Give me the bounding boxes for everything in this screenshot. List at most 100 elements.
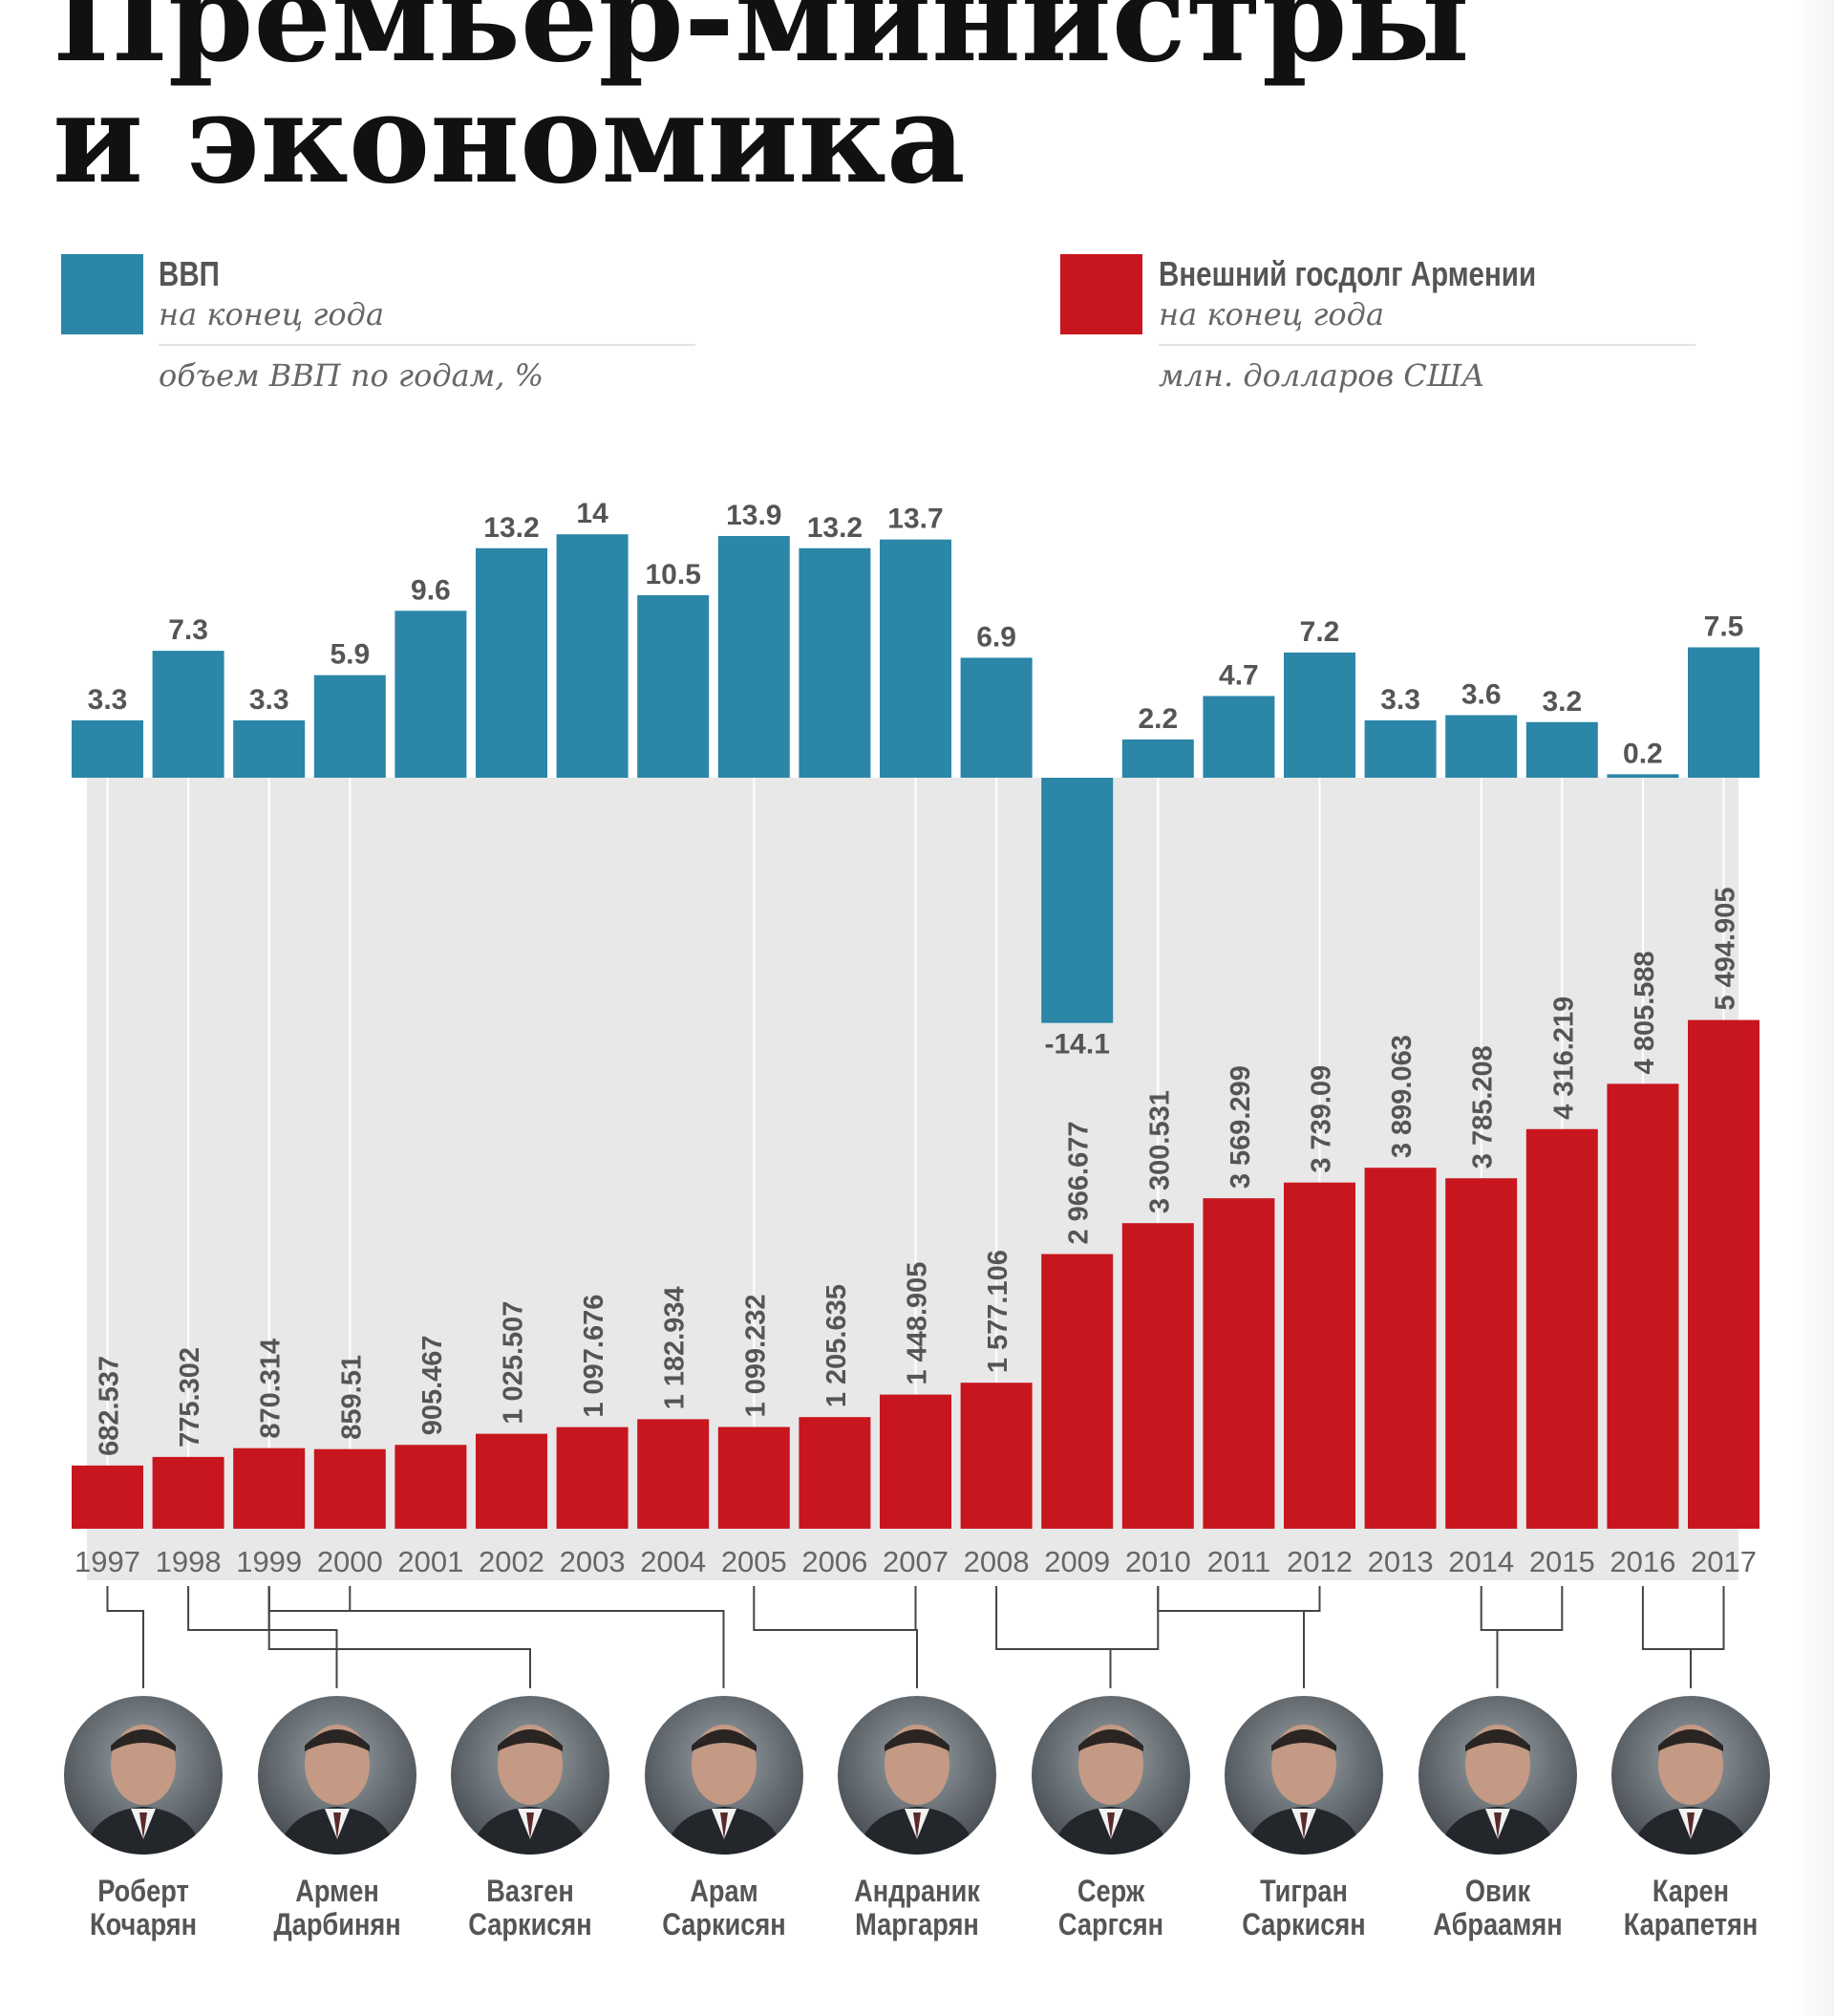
prime-minister-last-name: Маргарян xyxy=(855,1907,979,1941)
prime-minister-first-name: Роберт xyxy=(97,1874,189,1908)
year-tick-label: 2006 xyxy=(801,1545,867,1578)
prime-minister-portrait xyxy=(1611,1696,1770,1855)
prime-minister-portrait xyxy=(64,1696,223,1855)
debt-value-label: 859.51 xyxy=(336,1355,367,1440)
year-tick-label: 1998 xyxy=(156,1545,222,1578)
prime-minister-name: Роберт Кочарян xyxy=(62,1875,224,1941)
year-tick-label: 2017 xyxy=(1691,1545,1757,1578)
prime-minister-name: Карен Карапетян xyxy=(1610,1875,1772,1941)
year-tick-label: 2002 xyxy=(479,1545,544,1578)
gdp-value-label: 7.2 xyxy=(1300,616,1340,648)
debt-value-label: 3 899.063 xyxy=(1387,1035,1418,1158)
prime-minister-portrait xyxy=(644,1696,803,1855)
year-tick-label: 2016 xyxy=(1610,1545,1675,1578)
prime-minister-name: Андраник Маргарян xyxy=(836,1875,998,1941)
year-tick-label: 2011 xyxy=(1207,1545,1271,1578)
debt-bar xyxy=(1364,1168,1437,1529)
debt-bar xyxy=(476,1433,547,1529)
debt-value-label: 1 448.905 xyxy=(903,1262,933,1385)
prime-minister-name: Овик Абраамян xyxy=(1417,1875,1579,1941)
debt-bar xyxy=(1688,1019,1759,1529)
year-tick-label: 2015 xyxy=(1529,1545,1595,1578)
debt-bar xyxy=(637,1419,710,1529)
debt-bar xyxy=(1203,1198,1275,1529)
portrait-silhouette-icon xyxy=(838,1696,996,1855)
debt-bar xyxy=(960,1383,1033,1529)
debt-value-label: 870.314 xyxy=(256,1339,287,1439)
prime-minister-portrait xyxy=(1418,1696,1577,1855)
gdp-bar xyxy=(1607,774,1679,778)
prime-minister-first-name: Армен xyxy=(294,1874,379,1908)
gdp-bar xyxy=(1041,778,1114,1023)
gdp-value-label: 3.3 xyxy=(1380,684,1420,716)
debt-bar xyxy=(1607,1083,1679,1529)
prime-minister-name: Армен Дарбинян xyxy=(256,1875,418,1941)
legend-gdp-unit: объем ВВП по годам, % xyxy=(159,357,544,394)
debt-value-label: 775.302 xyxy=(175,1347,205,1448)
term-connector xyxy=(267,1586,531,1688)
debt-bar xyxy=(1284,1182,1355,1529)
gdp-bar xyxy=(637,594,710,778)
debt-bar xyxy=(799,1417,871,1529)
prime-minister-last-name: Саркисян xyxy=(661,1907,786,1941)
gdp-bar xyxy=(1121,739,1194,778)
debt-bar xyxy=(1525,1128,1598,1529)
term-connector xyxy=(995,1586,1160,1688)
gdp-value-label: -14.1 xyxy=(1045,1029,1110,1061)
gdp-bar xyxy=(960,657,1033,778)
debt-value-label: 1 182.934 xyxy=(660,1286,691,1409)
gdp-value-label: 13.7 xyxy=(887,504,943,535)
debt-value-label: 5 494.905 xyxy=(1711,888,1741,1011)
gdp-bar xyxy=(476,547,547,778)
gdp-bar xyxy=(313,675,386,778)
gdp-value-label: 7.5 xyxy=(1704,611,1744,643)
debt-value-label: 3 300.531 xyxy=(1144,1090,1175,1213)
debt-bar xyxy=(1121,1223,1194,1529)
legend-debt-label: Внешний госдолг Армении xyxy=(1159,254,1537,293)
debt-bar xyxy=(717,1426,790,1529)
gdp-value-label: 3.6 xyxy=(1461,678,1502,710)
gdp-value-label: 3.3 xyxy=(88,684,128,716)
prime-minister-first-name: Андраник xyxy=(854,1874,980,1908)
year-tick-label: 2010 xyxy=(1125,1545,1191,1578)
year-tick-label: 2009 xyxy=(1044,1545,1110,1578)
term-connector xyxy=(1480,1586,1564,1688)
prime-minister-last-name: Саргсян xyxy=(1057,1907,1163,1941)
term-connector xyxy=(753,1586,918,1688)
gdp-value-label: 5.9 xyxy=(330,639,370,671)
gdp-bar xyxy=(1203,696,1275,778)
prime-minister-last-name: Карапетян xyxy=(1623,1907,1759,1941)
year-tick-label: 2012 xyxy=(1287,1545,1353,1578)
prime-minister-first-name: Арам xyxy=(689,1874,758,1908)
legend-debt-swatch xyxy=(1060,254,1142,334)
gdp-value-label: 3.3 xyxy=(249,684,289,716)
debt-value-label: 1 099.232 xyxy=(740,1294,771,1417)
debt-value-label: 905.467 xyxy=(417,1335,448,1435)
debt-bar xyxy=(152,1456,224,1529)
prime-minister-portrait xyxy=(838,1696,996,1855)
prime-minister-name: Серж Саргсян xyxy=(1030,1875,1192,1941)
legend-debt-divider xyxy=(1159,344,1695,346)
debt-bar xyxy=(1445,1178,1518,1529)
gdp-value-label: 6.9 xyxy=(976,621,1016,653)
year-tick-label: 2008 xyxy=(964,1545,1030,1578)
gdp-value-label: 2.2 xyxy=(1138,703,1178,735)
debt-bar xyxy=(1041,1254,1114,1529)
debt-value-label: 1 097.676 xyxy=(579,1295,609,1418)
gdp-value-label: 10.5 xyxy=(646,559,701,590)
chart-title-line2: и экономика xyxy=(53,68,966,211)
prime-minister-first-name: Вазген xyxy=(486,1874,574,1908)
debt-value-label: 1 577.106 xyxy=(983,1250,1013,1373)
legend-gdp-swatch xyxy=(61,254,143,334)
debt-bar xyxy=(233,1448,306,1529)
debt-bar xyxy=(880,1394,951,1529)
gdp-bar xyxy=(152,651,224,778)
prime-minister-portrait xyxy=(1225,1696,1383,1855)
debt-value-label: 1 205.635 xyxy=(821,1284,852,1407)
prime-minister-portrait xyxy=(257,1696,416,1855)
gdp-value-label: 7.3 xyxy=(168,614,208,646)
debt-value-label: 3 569.299 xyxy=(1226,1065,1256,1189)
prime-minister-first-name: Тигран xyxy=(1260,1874,1348,1908)
portrait-silhouette-icon xyxy=(257,1696,416,1855)
